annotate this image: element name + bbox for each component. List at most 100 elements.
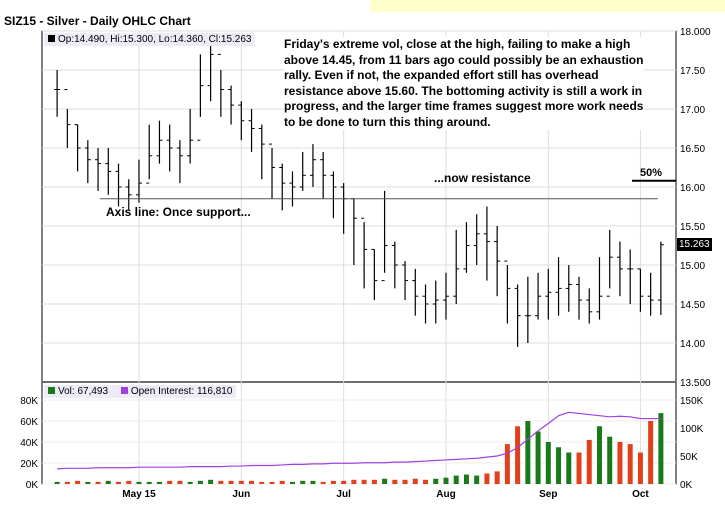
ohlc-legend: Op:14.490, Hi:15.300, Lo:14.360, Cl:15.2… [44,33,256,46]
time-tick-label: May 15 [122,489,156,500]
chart-title: SIZ15 - Silver - Daily OHLC Chart [4,14,191,28]
volume-bar [116,481,122,484]
volume-tick-label: 20K [20,459,38,470]
volume-bar [300,480,306,484]
open-interest-line [57,411,661,470]
volume-bar [484,473,490,484]
top-highlight-bar [370,0,725,12]
time-tick-label: Oct [632,489,649,500]
volume-bar [382,478,388,484]
oi-legend-swatch-icon [120,387,128,394]
volume-legend: Vol: 67,493 Open Interest: 116,810 [44,385,237,398]
resistance-label: ...now resistance [434,171,531,185]
volume-bar [566,452,572,484]
price-tick-label: 17.50 [680,66,705,77]
volume-bar [504,444,510,484]
volume-bar [423,479,429,484]
oi-tick-label: 100K [680,424,704,435]
volume-bar [607,436,613,484]
volume-bar [126,480,132,484]
volume-bar [453,475,459,484]
price-bars [54,34,664,347]
volume-tick-label: 0K [26,480,39,491]
volume-bar [64,481,70,484]
volume-bar [136,481,142,484]
volume-bar [637,452,643,484]
volume-legend-text: Vol: 67,493 [58,386,109,397]
volume-bar [95,481,101,484]
fifty-percent-label: 50% [640,167,663,179]
volume-bar [269,481,275,484]
volume-bar [187,481,193,484]
volume-bar [627,444,633,484]
price-tick-label: 16.50 [680,144,705,155]
volume-bar [463,474,469,484]
legend-square-icon [48,35,55,42]
volume-bar [361,479,367,484]
price-tick-label: 14.00 [680,339,705,350]
volume-bar [402,479,408,484]
reference-lines [100,179,676,200]
volume-bar [85,481,91,484]
volume-legend-swatch-icon [48,387,55,394]
volume-bars [54,413,664,484]
last-price-badge: 15.263 [677,238,712,251]
volume-bar [586,439,592,484]
price-tick-label: 13.500 [680,378,711,389]
volume-tick-label: 60K [20,417,38,428]
volume-bar [545,442,551,484]
time-tick-label: Sep [539,489,557,500]
volume-bar [351,479,357,484]
volume-bar [515,426,521,484]
volume-bar [208,479,214,484]
volume-bar [648,421,654,484]
commentary-text: Friday's extreme vol, close at the high,… [284,37,644,130]
ohlc-legend-text: Op:14.490, Hi:15.300, Lo:14.360, Cl:15.2… [58,34,252,45]
volume-bar [535,431,541,484]
price-tick-label: 16.00 [680,183,705,194]
volume-bar [249,480,255,484]
time-tick-label: Aug [436,489,455,500]
volume-bar [228,480,234,484]
volume-bar [75,480,81,484]
volume-bar [197,480,203,484]
volume-bar [556,447,562,484]
oi-tick-label: 0K [680,480,693,491]
volume-bar [279,480,285,484]
price-tick-label: 15.50 [680,222,705,233]
price-tick-label: 18.000 [680,27,711,38]
volume-bar [371,479,377,484]
volume-bar [525,421,531,484]
volume-bar [576,452,582,484]
volume-bar [443,477,449,484]
volume-bar [218,480,224,484]
volume-bar [177,480,183,484]
volume-bar [146,481,152,484]
open-interest-series [57,411,661,470]
volume-bar [474,475,480,484]
time-tick-label: Jun [232,489,250,500]
volume-bar [494,471,500,484]
volume-bar [433,478,439,484]
price-tick-label: 15.00 [680,261,705,272]
volume-bar [658,413,664,484]
volume-bar [596,426,602,484]
volume-bar [617,442,623,484]
oi-tick-label: 50K [680,452,698,463]
volume-bar [320,481,326,484]
volume-bar [54,481,60,484]
last-price-text: 15.263 [679,239,710,250]
volume-bar [167,480,173,484]
oi-legend-text: Open Interest: 116,810 [130,386,233,397]
volume-tick-label: 80K [20,396,38,407]
volume-bar [259,481,265,484]
volume-bar [310,480,316,484]
volume-bar [238,480,244,484]
volume-bar [412,478,418,484]
volume-tick-label: 40K [20,438,38,449]
volume-bar [341,480,347,484]
volume-bar [330,480,336,484]
oi-tick-label: 150K [680,396,704,407]
volume-bar [105,480,111,484]
price-tick-label: 17.00 [680,105,705,116]
